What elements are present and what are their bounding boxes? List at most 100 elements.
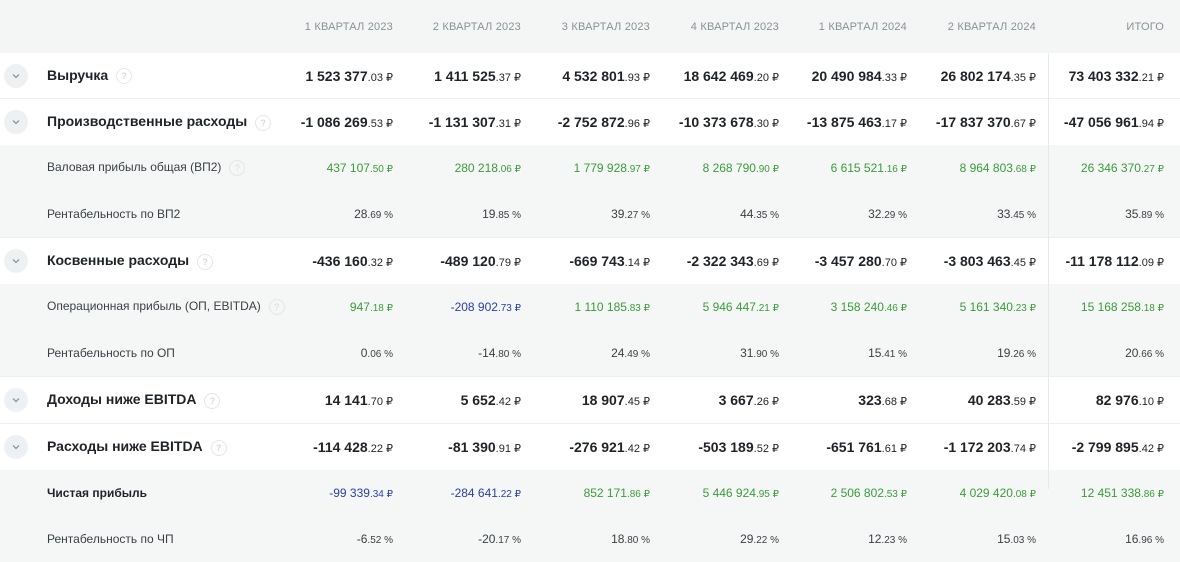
total-column-divider [1048, 53, 1049, 489]
value-decimal: .26 ₽ [753, 396, 779, 408]
chevron-down-icon[interactable] [4, 435, 28, 459]
value-cell: 32.29 % [797, 207, 907, 221]
value-cell: 4 532 801.93 ₽ [540, 68, 650, 84]
value-integer: 852 171 [583, 486, 627, 500]
value-integer: 20 [1125, 346, 1139, 360]
help-icon[interactable]: ? [255, 114, 272, 131]
value-integer: 26 802 174 [940, 67, 1011, 84]
row-label: Операционная прибыль (ОП, EBITDA)? [47, 299, 285, 315]
value-integer: -208 902 [450, 300, 498, 314]
chevron-down-icon[interactable] [4, 63, 28, 88]
help-icon[interactable]: ? [229, 160, 246, 176]
column-header: ИТОГО [1126, 20, 1164, 33]
chevron-down-icon[interactable] [4, 388, 28, 412]
table-row[interactable]: Производственные расходы? -1 086 269.53 ₽… [0, 98, 1180, 145]
value-decimal: .35 ₽ [1010, 71, 1036, 84]
value-decimal: .59 ₽ [1010, 396, 1036, 408]
value-cell: 39.27 % [540, 207, 650, 221]
value-integer: -3 457 280 [814, 253, 882, 269]
row-label-text: Производственные расходы [47, 113, 248, 130]
table-header: 1 КВАРТАЛ 2023 2 КВАРТАЛ 2023 3 КВАРТАЛ 20… [0, 0, 1180, 53]
value-integer: -10 373 678 [678, 114, 754, 130]
value-cell: 16.96 % [1054, 532, 1164, 546]
value-integer: 3 158 240 [830, 300, 884, 314]
value-integer: 5 446 924 [702, 486, 756, 500]
value-decimal: .18 ₽ [1140, 303, 1164, 314]
value-decimal: .06 ₽ [497, 164, 521, 175]
value-cell: 18 642 469.20 ₽ [669, 68, 779, 84]
value-integer: -3 803 463 [943, 253, 1011, 269]
value-decimal: .69 ₽ [753, 257, 779, 269]
value-integer: -436 160 [312, 253, 368, 269]
value-cell: 44.35 % [669, 207, 779, 221]
help-icon[interactable]: ? [268, 299, 285, 315]
row-label: Выручка? [47, 67, 133, 85]
value-integer: 35 [1125, 207, 1139, 221]
value-integer: -99 339 [329, 486, 370, 500]
row-label-cell: Расходы ниже EBITDA? [0, 424, 280, 470]
value-cell: 12 451 338.86 ₽ [1054, 486, 1164, 500]
value-integer: -14 [478, 346, 496, 360]
value-cell: 3 667.26 ₽ [669, 392, 779, 408]
value-decimal: .27 % [624, 210, 650, 221]
value-decimal: .46 ₽ [883, 303, 907, 314]
value-integer: 24 [611, 346, 625, 360]
row-label-cell: Чистая прибыль [0, 470, 280, 516]
value-decimal: .94 ₽ [1138, 118, 1164, 130]
value-integer: 18 642 469 [683, 67, 754, 84]
value-cell: 15 168 258.18 ₽ [1054, 300, 1164, 314]
column-header: 3 КВАРТАЛ 2023 [561, 20, 650, 33]
value-integer: -2 799 895 [1071, 439, 1139, 455]
table-row[interactable]: Доходы ниже EBITDA? 14 141.70 ₽ 5 652.42 ₽… [0, 376, 1180, 423]
value-integer: 82 976 [1095, 392, 1139, 408]
column-header: 2 КВАРТАЛ 2024 [947, 20, 1036, 33]
value-cell: 19.26 % [926, 346, 1036, 360]
help-icon[interactable]: ? [197, 253, 214, 270]
value-integer: -81 390 [448, 439, 496, 455]
value-integer: 73 403 332 [1068, 67, 1139, 84]
value-cell: -503 189.52 ₽ [669, 439, 779, 455]
value-cell: 19.85 % [411, 207, 521, 221]
row-label-text: Косвенные расходы [47, 252, 190, 269]
value-decimal: .50 ₽ [369, 164, 393, 175]
value-decimal: .86 ₽ [626, 489, 650, 500]
value-integer: 4 532 801 [562, 67, 625, 84]
help-icon[interactable]: ? [116, 68, 133, 85]
value-decimal: .95 ₽ [755, 489, 779, 500]
value-cell: 33.45 % [926, 207, 1036, 221]
row-label: Рентабельность по ВП2 [47, 207, 180, 221]
value-integer: 31 [740, 346, 754, 360]
value-integer: -47 056 961 [1063, 114, 1139, 130]
row-label-cell: Рентабельность по ОП [0, 330, 280, 376]
value-decimal: .20 ₽ [753, 71, 779, 84]
table-row[interactable]: Расходы ниже EBITDA? -114 428.22 ₽ -81 390… [0, 423, 1180, 470]
table-row[interactable]: Косвенные расходы? -436 160.32 ₽ -489 120.… [0, 237, 1180, 284]
value-cell: 5 446 924.95 ₽ [669, 486, 779, 500]
value-integer: 20 490 984 [811, 67, 882, 84]
row-label-text: Валовая прибыль общая (ВП2) [47, 160, 222, 175]
value-integer: 947 [349, 300, 370, 314]
column-header: 1 КВАРТАЛ 2024 [818, 20, 907, 33]
row-label: Расходы ниже EBITDA? [47, 438, 227, 456]
help-icon[interactable]: ? [210, 439, 227, 456]
chevron-down-icon[interactable] [4, 249, 28, 273]
value-integer: 1 110 185 [574, 300, 627, 314]
value-decimal: .42 ₽ [624, 443, 650, 455]
value-decimal: .91 ₽ [495, 443, 521, 455]
row-label: Чистая прибыль [47, 486, 147, 500]
value-integer: 32 [868, 207, 882, 221]
row-label-cell: Доходы ниже EBITDA? [0, 377, 280, 423]
value-integer: 40 283 [967, 392, 1011, 408]
value-cell: -1 131 307.31 ₽ [411, 114, 521, 130]
help-icon[interactable]: ? [204, 392, 221, 409]
value-integer: -2 752 872 [557, 114, 625, 130]
value-cell: 437 107.50 ₽ [283, 161, 393, 175]
value-cell: 26 346 370.27 ₽ [1054, 161, 1164, 175]
table-row[interactable]: Выручка? 1 523 377.03 ₽ 1 411 525.37 ₽ 4 53… [0, 53, 1180, 98]
value-integer: 16 [1125, 532, 1139, 546]
value-decimal: .67 ₽ [1010, 118, 1036, 130]
value-cell: 947.18 ₽ [283, 300, 393, 314]
chevron-down-icon[interactable] [4, 110, 28, 134]
row-label-cell: Рентабельность по ЧП [0, 516, 280, 562]
